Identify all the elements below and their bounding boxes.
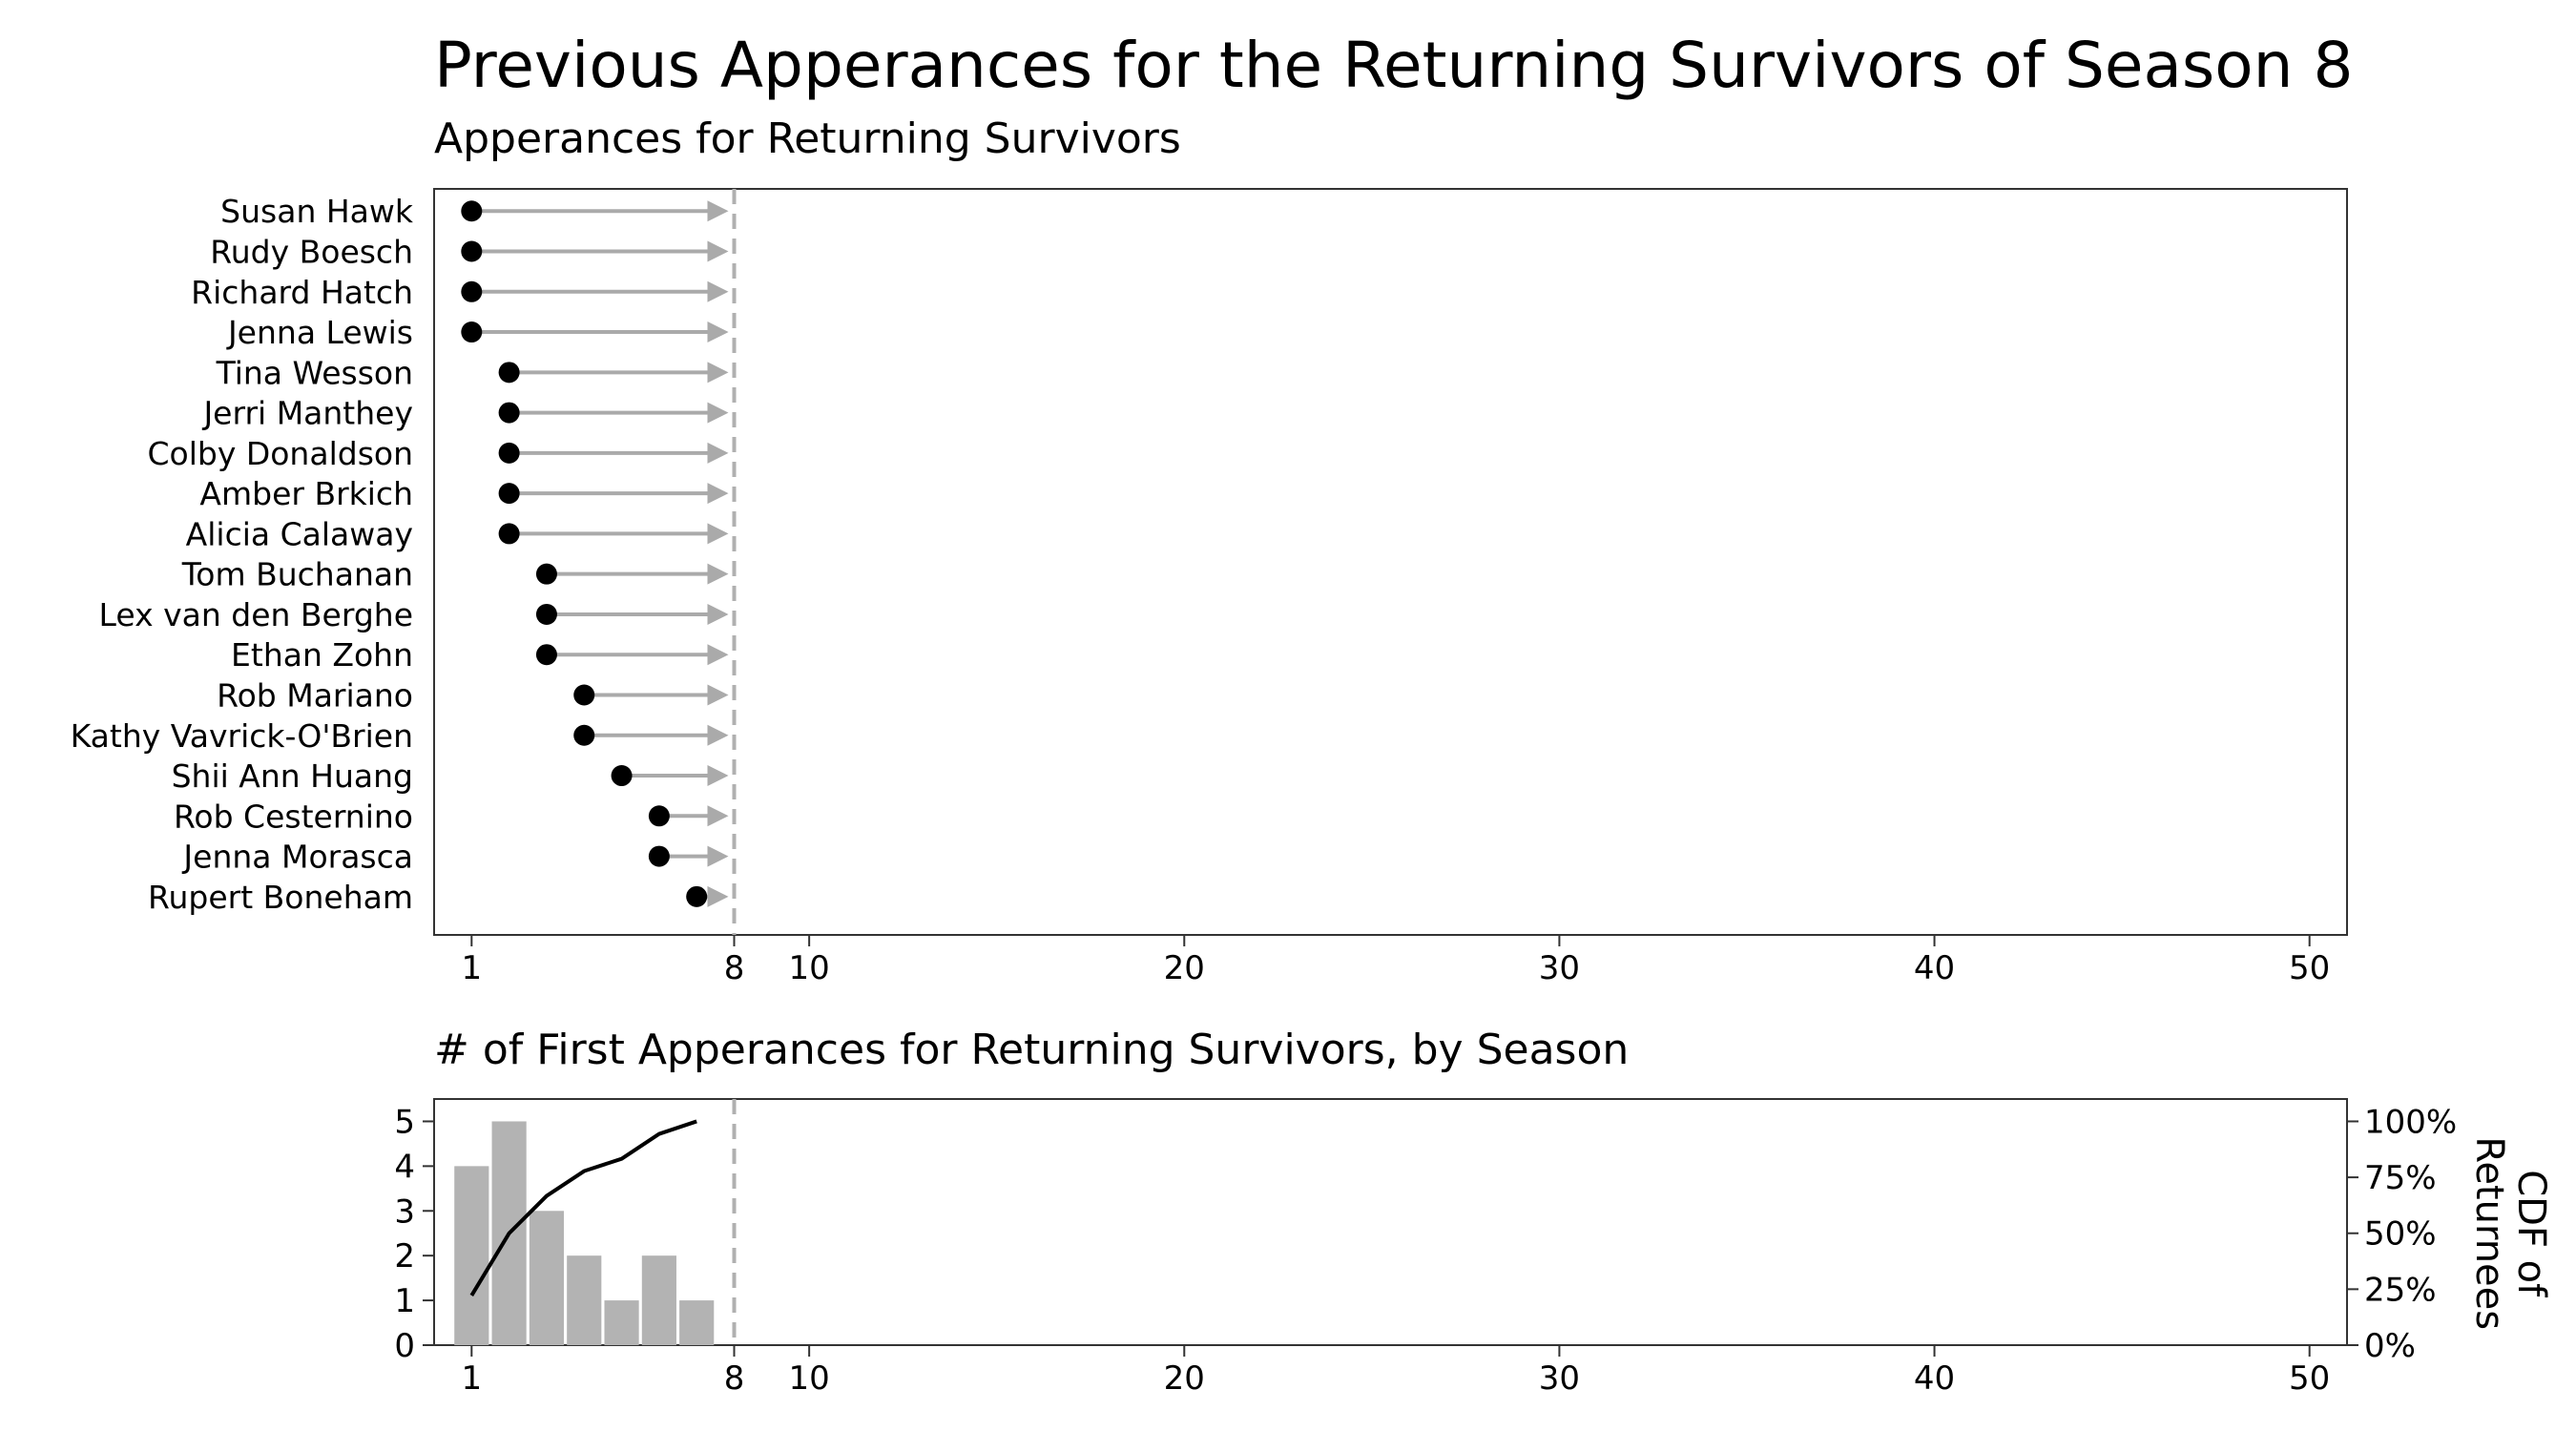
x-tick-label: 1 <box>461 1359 482 1398</box>
y-tick-label: 0 <box>394 1327 415 1365</box>
first-appearance-dot <box>498 362 520 384</box>
season-bar <box>454 1166 489 1345</box>
survivor-label: Tina Wesson <box>216 354 413 391</box>
season-bar <box>641 1255 676 1345</box>
cdf-tick-label: 50% <box>2364 1215 2437 1254</box>
first-appearance-dot <box>535 644 557 666</box>
arrow-head <box>707 483 729 505</box>
y-tick-label: 4 <box>394 1148 415 1186</box>
survivor-label: Jenna Morasca <box>181 839 413 876</box>
y-tick-label: 1 <box>394 1282 415 1320</box>
x-tick-label: 50 <box>2289 1359 2330 1398</box>
first-appearance-dot <box>573 684 595 706</box>
x-tick-label: 30 <box>1539 1359 1580 1398</box>
season-bar <box>567 1255 602 1345</box>
cdf-tick-label: 100% <box>2364 1103 2457 1141</box>
first-appearance-dot <box>498 442 520 464</box>
cdf-axis-label-line1: CDF of <box>2509 1170 2553 1297</box>
survivor-label: Tom Buchanan <box>181 556 413 593</box>
arrow-head <box>707 523 729 545</box>
top-panel-subtitle: Apperances for Returning Survivors <box>434 114 1181 163</box>
y-tick-label: 3 <box>394 1192 415 1231</box>
x-tick-label: 30 <box>1539 949 1580 987</box>
survivor-label: Rupert Boneham <box>148 879 413 916</box>
first-appearance-dot <box>611 765 633 787</box>
first-appearance-dot <box>461 240 483 262</box>
top-panel-frame <box>433 188 2348 936</box>
x-tick-label: 40 <box>1914 949 1955 987</box>
cdf-line <box>469 1119 697 1296</box>
first-appearance-dot <box>648 845 670 867</box>
arrow-head <box>707 603 729 625</box>
first-appearance-dot <box>461 200 483 222</box>
cdf-tick-label: 0% <box>2364 1327 2416 1365</box>
survivor-label: Rob Mariano <box>217 676 413 714</box>
first-appearance-dot <box>461 280 483 302</box>
arrow-head <box>707 280 729 302</box>
arrow-head <box>707 724 729 746</box>
arrow-head <box>707 240 729 262</box>
x-tick-label: 10 <box>789 949 830 987</box>
y-tick-label: 5 <box>394 1103 415 1141</box>
x-tick-label: 8 <box>724 949 745 987</box>
cdf-tick-label: 25% <box>2364 1271 2437 1309</box>
survivor-label: Shii Ann Huang <box>172 757 413 795</box>
arrow-head <box>707 563 729 585</box>
survivor-label: Ethan Zohn <box>231 636 413 674</box>
arrow-head <box>707 684 729 706</box>
survivor-label: Jerri Manthey <box>201 395 413 432</box>
arrow-head <box>707 845 729 867</box>
survivor-label: Amber Brkich <box>199 475 413 512</box>
x-tick-label: 20 <box>1164 949 1205 987</box>
arrow-head <box>707 765 729 787</box>
first-appearance-dot <box>535 563 557 585</box>
first-appearance-dot <box>535 603 557 625</box>
x-tick-label: 1 <box>461 949 482 987</box>
arrow-head <box>707 362 729 384</box>
survivor-label: Kathy Vavrick-O'Brien <box>71 717 413 755</box>
survivor-label: Jenna Lewis <box>226 314 413 351</box>
survivor-label: Lex van den Berghe <box>99 596 413 633</box>
survivor-label: Colby Donaldson <box>147 435 413 472</box>
cdf-axis-label-line2: Returnees <box>2467 1136 2511 1330</box>
first-appearance-dot <box>573 724 595 746</box>
chart-title: Previous Apperances for the Returning Su… <box>434 29 2354 102</box>
x-tick-label: 10 <box>789 1359 830 1398</box>
x-tick-label: 40 <box>1914 1359 1955 1398</box>
first-appearance-dot <box>498 483 520 505</box>
first-appearance-dot <box>648 805 670 827</box>
survivor-label: Richard Hatch <box>191 274 413 311</box>
season-bar <box>679 1300 715 1345</box>
season-bar <box>529 1211 565 1345</box>
x-tick-label: 8 <box>724 1359 745 1398</box>
bottom-panel-frame <box>433 1098 2348 1346</box>
first-appearance-dot <box>686 885 708 907</box>
arrow-head <box>707 442 729 464</box>
survivor-label: Rudy Boesch <box>210 234 413 271</box>
first-appearance-dot <box>498 523 520 545</box>
bottom-panel-subtitle: # of First Apperances for Returning Surv… <box>434 1026 1630 1074</box>
arrow-head <box>707 885 729 907</box>
arrow-head <box>707 644 729 666</box>
cdf-tick-label: 75% <box>2364 1159 2437 1197</box>
survivor-label: Susan Hawk <box>220 193 414 230</box>
survivor-label: Alicia Calaway <box>186 515 413 552</box>
x-tick-label: 20 <box>1164 1359 1205 1398</box>
first-appearance-dot <box>461 321 483 343</box>
first-appearance-dot <box>498 402 520 424</box>
season-bar <box>604 1300 639 1345</box>
arrow-head <box>707 805 729 827</box>
y-tick-label: 2 <box>394 1237 415 1275</box>
x-tick-label: 50 <box>2289 949 2330 987</box>
survivor-label: Rob Cesternino <box>174 798 413 835</box>
arrow-head <box>707 200 729 222</box>
arrow-head <box>707 321 729 343</box>
arrow-head <box>707 402 729 424</box>
